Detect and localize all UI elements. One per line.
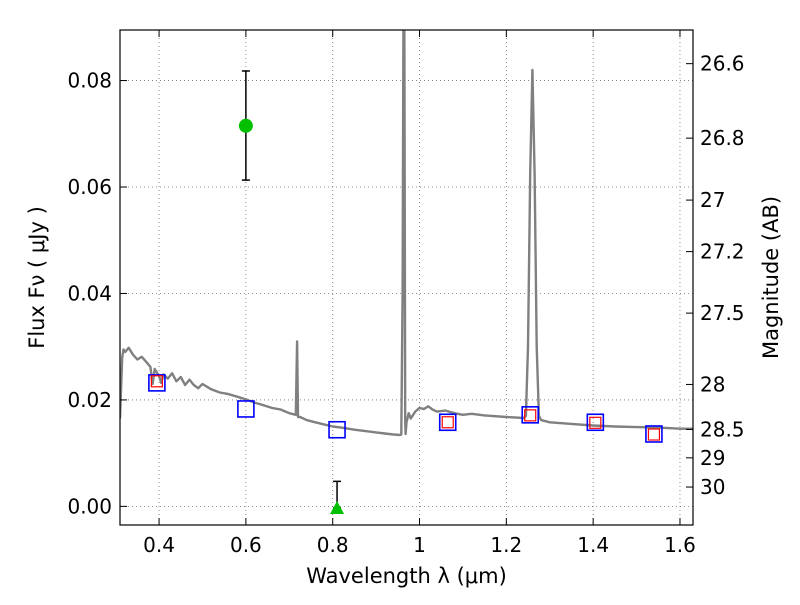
model-point-marker: [586, 413, 605, 432]
model-point-marker: [148, 374, 166, 392]
model-point-marker: [521, 406, 540, 424]
observed-point-marker: [441, 416, 454, 429]
observed-point-marker: [150, 375, 163, 388]
model-point-marker: [328, 420, 346, 439]
mag-tick-label: 28.5: [700, 417, 745, 441]
mag-tick-label: 27.2: [700, 240, 745, 264]
mag-tick-label: 28: [700, 372, 725, 396]
x-axis-label: Wavelength λ (μm): [306, 564, 507, 588]
x-tick-label: 0.6: [230, 533, 262, 557]
detection-marker: [238, 118, 253, 133]
mag-tick-label: 26.6: [700, 52, 745, 76]
plot-area: [120, 30, 693, 514]
model-point-marker: [438, 413, 457, 432]
model-point-marker: [237, 400, 255, 418]
y-tick-label: 0.08: [67, 69, 112, 93]
x-tick-label: 0.4: [143, 533, 175, 557]
x-tick-label: 1: [413, 533, 426, 557]
y-axis-label: Flux Fν ( μJy ): [25, 206, 49, 349]
x-tick-label: 0.8: [317, 533, 349, 557]
mag-tick-label: 29: [700, 446, 725, 470]
x-tick-label: 1.4: [577, 533, 609, 557]
mag-tick-label: 30: [700, 475, 725, 499]
y-tick-label: 0.06: [67, 175, 112, 199]
detection-point: [238, 70, 253, 181]
grid-lines: [120, 30, 693, 525]
y-tick-label: 0.04: [67, 281, 112, 305]
tick-labels: 0.4 0.6 0.8 1 1.2 1.4 1.6 0.00 0.02 0.04 0.06 0.08 2…: [67, 52, 744, 557]
upper-limit-point: [330, 480, 345, 514]
mag-tick-label: 27: [700, 188, 725, 212]
y-tick-label: 0.02: [67, 388, 112, 412]
mag-tick-label: 26.8: [700, 126, 745, 150]
observed-point-marker: [647, 428, 661, 441]
model-point-marker: [645, 425, 663, 443]
axis-ticks: [120, 30, 693, 525]
right-axis-label: Magnitude (AB): [759, 196, 783, 359]
observed-point-marker: [589, 416, 602, 429]
mag-tick-label: 27.5: [700, 301, 745, 325]
plot-frame: [119, 29, 694, 526]
x-tick-label: 1.6: [664, 533, 696, 557]
observed-point-marker: [524, 409, 537, 422]
y-tick-label: 0.00: [67, 494, 112, 518]
x-tick-label: 1.2: [490, 533, 522, 557]
upper-limit-marker: [330, 500, 345, 514]
